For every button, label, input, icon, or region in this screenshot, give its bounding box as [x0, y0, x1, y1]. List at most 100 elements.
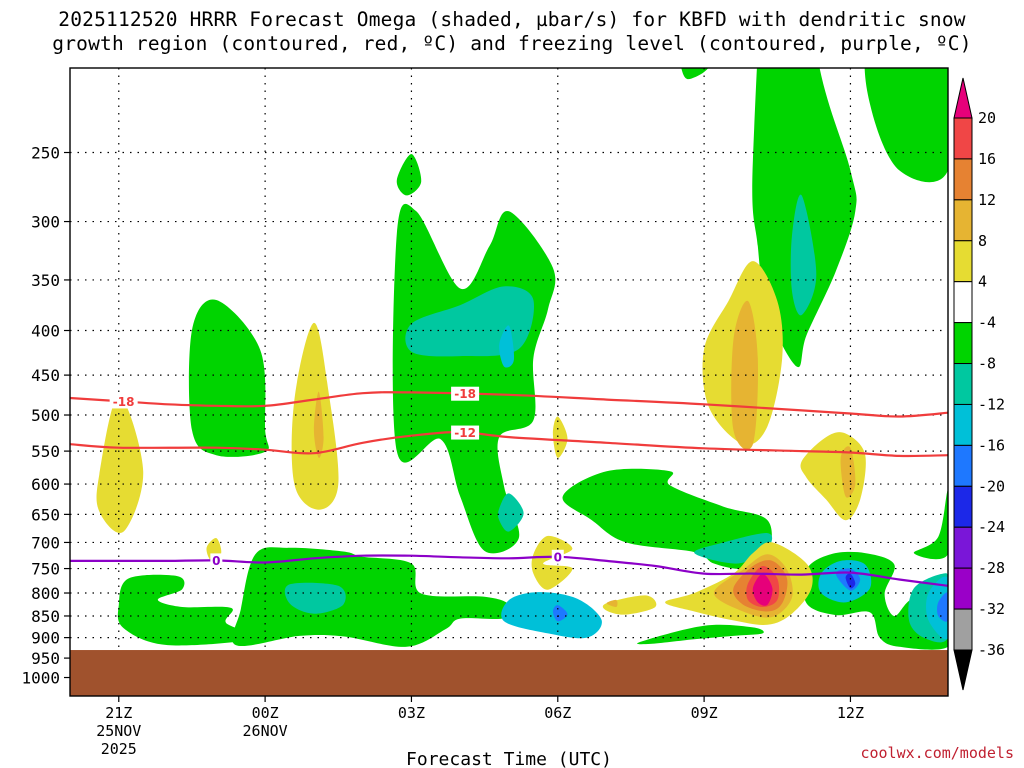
omega-region: [531, 535, 573, 590]
y-tick-label: 800: [31, 584, 60, 603]
contour-label-bg: [109, 394, 138, 409]
y-tick-label: 450: [31, 366, 60, 385]
omega-region: [284, 582, 346, 614]
omega-region: [498, 493, 524, 532]
omega-region: [188, 299, 269, 457]
colorbar-segment: [953, 363, 973, 405]
colorbar-label: -8: [978, 355, 996, 373]
omega-region: [602, 595, 657, 615]
y-tick-label: 750: [31, 560, 60, 579]
colorbar-segment: [953, 567, 973, 610]
contour-line: [70, 391, 948, 418]
chart-title: 2025112520 HRRR Forecast Omega (shaded, …: [0, 8, 1024, 56]
x-tick-label: 06Z: [544, 704, 571, 722]
colorbar-label: 12: [978, 191, 996, 209]
colorbar-label: -24: [978, 518, 1005, 536]
colorbar-segment: [953, 322, 973, 365]
colorbar-label: -32: [978, 600, 1005, 618]
omega-region: [231, 547, 512, 647]
colorbar: 20 16 12 8 4 -4 -8 -12 -16 -20 -24 -28 -32 -36: [953, 77, 1005, 691]
omega-region: [396, 153, 422, 196]
colorbar-label: -20: [978, 477, 1005, 495]
colorbar-label: -28: [978, 559, 1005, 577]
title-line-2: growth region (contoured, red, ºC) and f…: [52, 32, 972, 55]
colorbar-label: -16: [978, 436, 1005, 454]
title-line-1: 2025112520 HRRR Forecast Omega (shaded, …: [58, 8, 966, 31]
omega-region: [752, 573, 773, 606]
omega-region: [637, 624, 764, 645]
y-tick-label: 550: [31, 442, 60, 461]
contour-label-bg: [551, 549, 564, 564]
colorbar-label: -4: [978, 314, 996, 332]
omega-region: [499, 325, 515, 368]
colorbar-segment: [953, 485, 973, 528]
y-tick-label: 1000: [21, 669, 60, 688]
y-tick-label: 900: [31, 629, 60, 648]
y-tick-label: 300: [31, 213, 60, 232]
contour-label: -18: [113, 395, 135, 409]
colorbar-segment: [953, 526, 973, 569]
omega-region: [937, 592, 948, 622]
y-tick-label: 350: [31, 271, 60, 290]
colorbar-top-arrow: [953, 77, 973, 119]
colorbar-segment: [953, 117, 973, 160]
contour-label-bg: [451, 425, 480, 440]
x-tick-label: 21Z: [105, 704, 132, 722]
omega-shading: [96, 68, 948, 650]
omega-region: [552, 416, 568, 458]
omega-region: [501, 592, 602, 639]
y-tick-label: 850: [31, 607, 60, 626]
omega-region: [864, 68, 948, 183]
omega-region: [96, 395, 144, 534]
omega-region: [790, 194, 817, 316]
contour-label: 0: [554, 550, 562, 564]
y-tick-label: 250: [31, 144, 60, 163]
y-tick-label: 700: [31, 533, 60, 552]
contour-lines: -18 -18 -12 0 0: [70, 386, 948, 587]
pressure-axis: 250 300 350 400 450 500 550 600 650 700 750 800 850 9…: [21, 144, 70, 688]
omega-region: [840, 446, 856, 498]
x-tick-label: 03Z: [398, 704, 425, 722]
plot-area: -18 -18 -12 0 0: [70, 68, 948, 696]
x-tick-label: 00Z: [252, 704, 279, 722]
credit-link[interactable]: coolwx.com/models: [860, 744, 1014, 762]
colorbar-segment: [953, 403, 973, 446]
colorbar-segment: [953, 444, 973, 487]
contour-label: -18: [454, 387, 476, 401]
colorbar-segment: [953, 158, 973, 201]
y-tick-label: 400: [31, 322, 60, 341]
x-tick-label: 09Z: [691, 704, 718, 722]
colorbar-segment: [953, 281, 973, 324]
omega-region: [313, 391, 324, 458]
y-tick-label: 650: [31, 505, 60, 524]
plot-frame: [69, 67, 949, 697]
x-tick-label: 26NOV: [243, 722, 288, 740]
omega-region: [606, 599, 618, 608]
contour-label: 0: [212, 554, 220, 568]
y-tick-label: 600: [31, 475, 60, 494]
omega-region: [681, 68, 709, 80]
x-axis-title: Forecast Time (UTC): [406, 749, 612, 768]
y-tick-label: 500: [31, 406, 60, 425]
colorbar-label: 20: [978, 109, 996, 127]
y-tick-label: 950: [31, 649, 60, 668]
omega-region: [731, 300, 758, 450]
contour-label-bg: [451, 386, 480, 401]
colorbar-bottom-arrow: [953, 649, 973, 691]
colorbar-label: -36: [978, 641, 1005, 659]
x-tick-label: 2025: [101, 740, 137, 758]
x-tick-label: 12Z: [837, 704, 864, 722]
colorbar-segment: [953, 608, 973, 651]
x-tick-label: 25NOV: [96, 722, 141, 740]
omega-region: [926, 576, 948, 640]
omega-region: [552, 605, 568, 622]
omega-region: [845, 573, 856, 589]
ground-below-surface: [70, 650, 948, 696]
contour-label: -12: [454, 426, 476, 440]
omega-region: [913, 490, 948, 560]
contour-label-bg: [210, 553, 223, 568]
colorbar-segment: [953, 199, 973, 242]
colorbar-label: 8: [978, 232, 987, 250]
